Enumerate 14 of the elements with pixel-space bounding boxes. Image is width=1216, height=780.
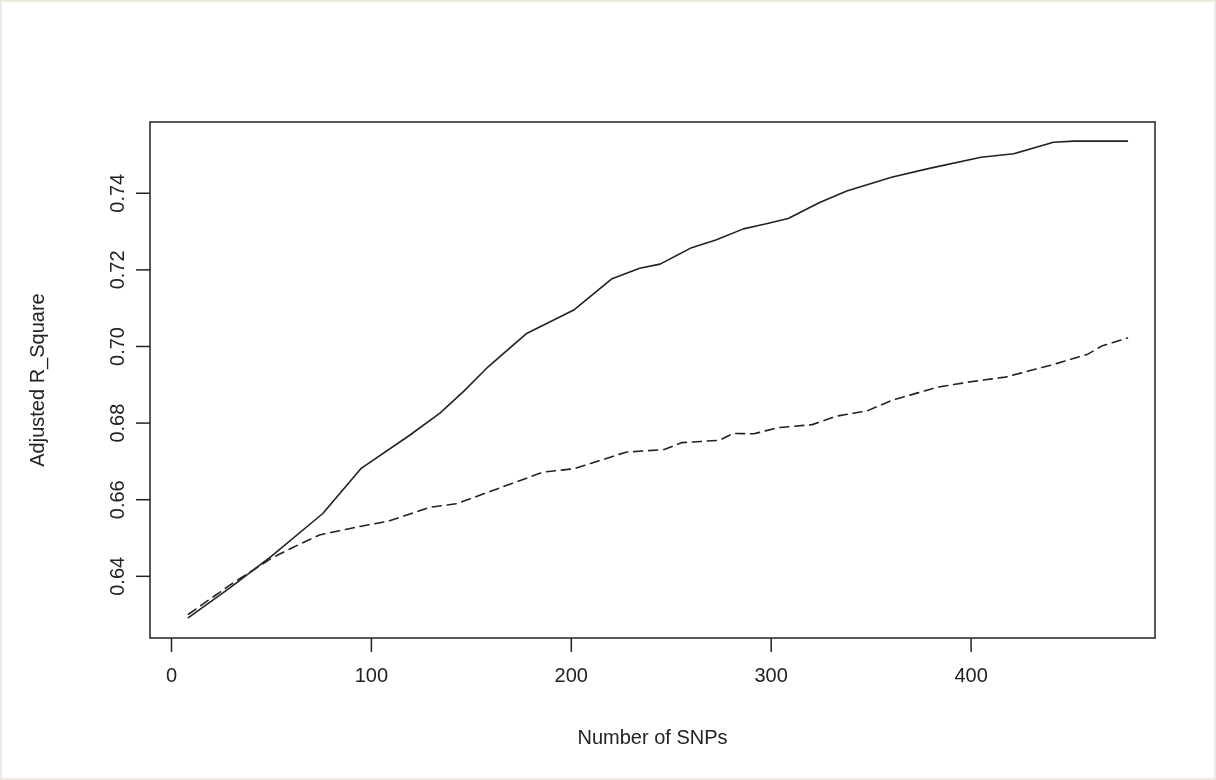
y-tick-label: 0.68 — [106, 403, 128, 443]
y-tick-label: 0.72 — [106, 250, 128, 290]
y-tick-label: 0.64 — [106, 556, 128, 596]
x-axis-title: Number of SNPs — [577, 726, 728, 748]
x-tick-label: 100 — [354, 664, 389, 686]
line-series — [187, 140, 1129, 619]
y-tick-label: 0.70 — [106, 327, 128, 366]
y-axis-title: Adjusted R_Square — [26, 293, 49, 467]
x-tick-label: 200 — [554, 664, 588, 686]
y-tick-label: 0.74 — [106, 173, 128, 213]
x-tick-label: 300 — [754, 664, 788, 686]
x-tick-label: 400 — [954, 664, 988, 686]
y-tick-label: 0.66 — [106, 480, 128, 520]
x-tick-label: 0 — [165, 664, 178, 686]
